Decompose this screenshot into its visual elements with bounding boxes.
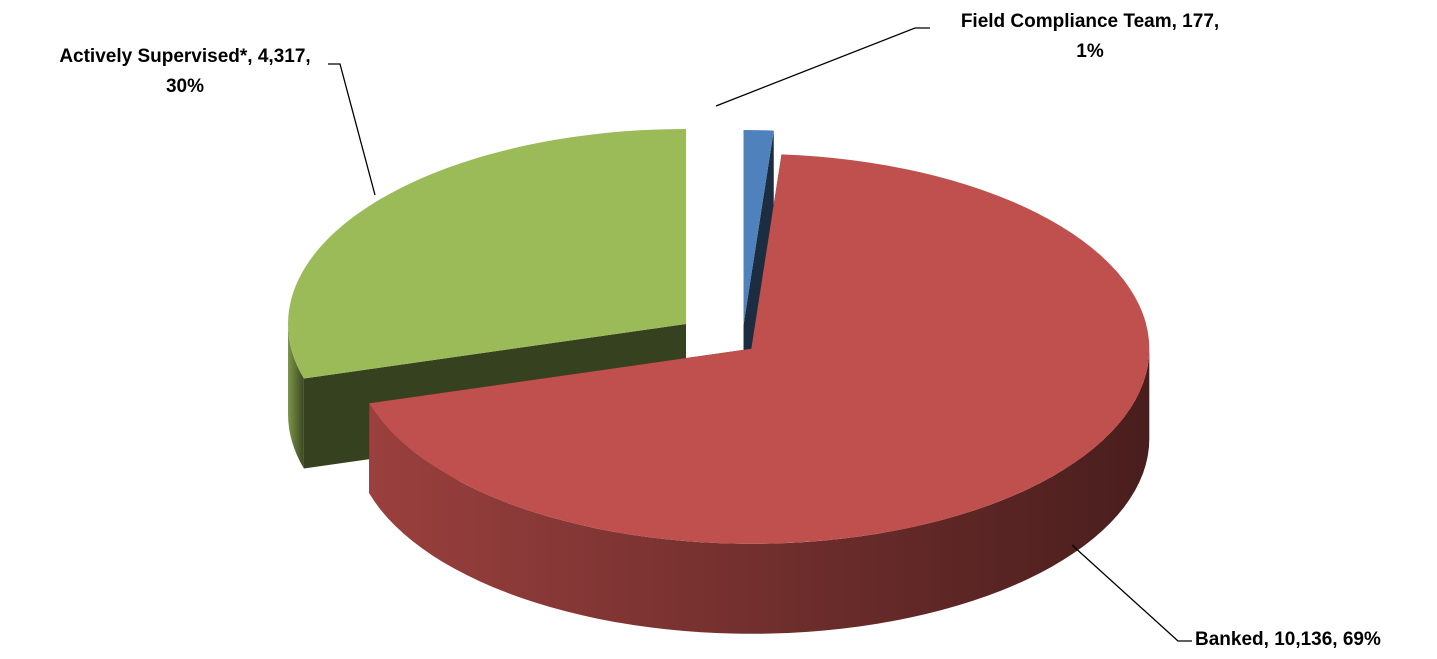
slice-wall — [369, 348, 1150, 634]
data-label: Field Compliance Team, 177, 1% — [961, 11, 1219, 62]
leader-line — [1071, 544, 1192, 642]
slice-side — [743, 130, 774, 416]
pie-slice — [743, 130, 774, 416]
label-line: 30% — [166, 76, 204, 97]
label-line: 1% — [1076, 41, 1104, 62]
data-label: Banked, 10,136, 69% — [1195, 629, 1381, 650]
pie-slice — [369, 154, 1150, 634]
slice-top — [288, 128, 687, 379]
data-label: Actively Supervised*, 4,317, 30% — [59, 46, 310, 97]
slice-top — [743, 130, 774, 326]
label-line: Actively Supervised*, 4,317, — [59, 46, 310, 67]
slice-top — [369, 154, 1150, 544]
leader-line — [715, 27, 930, 107]
leader-line — [328, 63, 376, 196]
slice-wall — [288, 323, 304, 469]
label-line: Field Compliance Team, 177, — [961, 11, 1219, 32]
